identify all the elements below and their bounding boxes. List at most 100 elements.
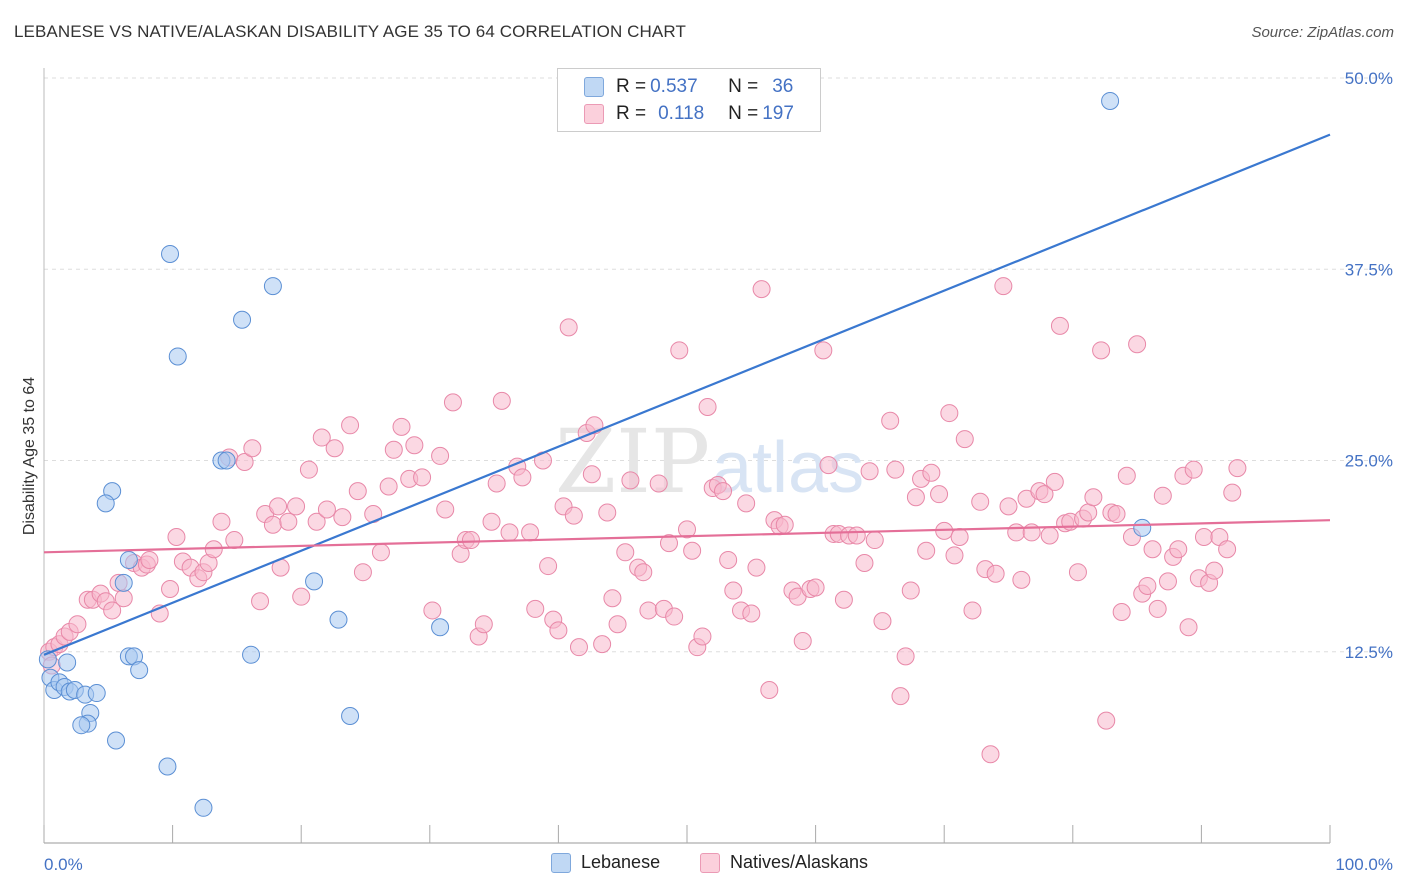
natives-point xyxy=(1068,563,1087,582)
natives-point xyxy=(698,397,717,416)
natives-point xyxy=(317,500,336,519)
legend-r-label: R = xyxy=(616,76,647,97)
legend-row-natives: R = 0.118 N = 197 xyxy=(584,102,794,126)
lebanese-point xyxy=(107,731,126,750)
natives-point xyxy=(461,531,480,550)
y-tick-label: 50.0% xyxy=(1345,69,1393,88)
y-tick-label: 25.0% xyxy=(1345,452,1393,471)
lebanese-point xyxy=(263,277,282,296)
natives-point xyxy=(392,417,411,436)
legend-swatch-natives xyxy=(700,852,720,873)
natives-point xyxy=(1007,523,1026,542)
natives-point xyxy=(500,523,519,542)
natives-point xyxy=(834,590,853,609)
natives-point xyxy=(873,612,892,631)
y-tick-label: 37.5% xyxy=(1345,260,1393,279)
lebanese-point xyxy=(72,716,91,735)
natives-point xyxy=(608,615,627,634)
natives-point xyxy=(353,563,372,582)
natives-point xyxy=(806,578,825,597)
natives-point xyxy=(593,635,612,654)
natives-point xyxy=(930,485,949,504)
natives-point xyxy=(1084,488,1103,507)
natives-point xyxy=(649,474,668,493)
natives-point xyxy=(737,494,756,513)
natives-point xyxy=(521,523,540,542)
y-tick-labels: 12.5% 25.0% 37.5% 50.0% xyxy=(1345,69,1393,662)
natives-point xyxy=(678,520,696,539)
natives-point xyxy=(212,512,231,531)
lebanese-point xyxy=(161,244,180,263)
natives-point xyxy=(325,439,344,458)
series-legend: Lebanese Natives/Alaskans xyxy=(0,852,1406,878)
lebanese-point xyxy=(329,610,348,629)
natives-point xyxy=(312,428,331,447)
correlation-legend: R = 0.537 N = 36 R = 0.118 N = 197 xyxy=(557,68,821,132)
y-tick-label: 12.5% xyxy=(1345,643,1393,662)
natives-point xyxy=(719,550,738,569)
natives-point xyxy=(901,581,920,600)
natives-point xyxy=(559,318,578,337)
natives-point xyxy=(1138,576,1157,595)
chart-title: LEBANESE VS NATIVE/ALASKAN DISABILITY AG… xyxy=(14,22,686,41)
natives-point xyxy=(287,497,306,516)
x-ticks xyxy=(43,825,1331,843)
series-lebanese xyxy=(38,91,1152,817)
natives-point xyxy=(896,647,915,666)
natives-point xyxy=(333,508,352,527)
natives-point xyxy=(1179,618,1198,637)
natives-point xyxy=(971,492,990,511)
lebanese-point xyxy=(305,572,324,591)
natives-point xyxy=(1050,316,1069,335)
natives-point xyxy=(742,604,761,623)
natives-point xyxy=(616,543,635,562)
natives-point xyxy=(922,463,941,482)
legend-label-natives: Natives/Alaskans xyxy=(730,852,869,872)
legend-swatch-lebanese xyxy=(584,77,604,97)
natives-point xyxy=(1045,472,1064,491)
lebanese-point xyxy=(341,707,360,726)
natives-point xyxy=(1107,505,1126,524)
natives-point xyxy=(482,512,501,531)
natives-point xyxy=(906,488,925,507)
natives-point xyxy=(981,745,1000,764)
natives-point xyxy=(1035,485,1054,504)
natives-point xyxy=(639,601,658,620)
natives-point xyxy=(235,453,254,472)
lebanese-point xyxy=(217,451,236,470)
natives-point xyxy=(621,471,640,490)
natives-point xyxy=(1184,460,1203,479)
natives-point xyxy=(539,557,558,576)
natives-point xyxy=(1194,528,1213,546)
legend-item-lebanese: Lebanese xyxy=(551,852,660,873)
natives-point xyxy=(423,601,442,620)
natives-point xyxy=(1079,503,1098,522)
natives-point xyxy=(379,477,398,496)
natives-point xyxy=(747,558,766,577)
natives-point xyxy=(114,589,133,608)
natives-point xyxy=(714,482,733,501)
natives-point xyxy=(161,580,180,599)
natives-point xyxy=(436,500,455,519)
natives-point xyxy=(405,436,424,455)
natives-point xyxy=(760,681,779,699)
natives-point xyxy=(1153,486,1172,505)
natives-point xyxy=(103,601,122,620)
legend-r-value: 0.118 xyxy=(658,103,705,124)
legend-swatch-lebanese xyxy=(551,852,571,873)
natives-point xyxy=(950,528,969,546)
legend-label-lebanese: Lebanese xyxy=(581,852,661,872)
lebanese-point xyxy=(431,618,450,637)
natives-point xyxy=(443,393,462,412)
natives-point xyxy=(752,280,771,299)
natives-point xyxy=(775,515,794,534)
lebanese-point xyxy=(96,494,115,513)
natives-point xyxy=(549,621,568,640)
lebanese-point xyxy=(158,757,177,776)
grid-lines xyxy=(44,77,1393,653)
natives-point xyxy=(683,541,702,560)
natives-point xyxy=(1158,572,1177,591)
natives-point xyxy=(693,627,712,646)
x-tick-label-min: 0.0% xyxy=(44,855,83,874)
natives-point xyxy=(225,531,244,550)
